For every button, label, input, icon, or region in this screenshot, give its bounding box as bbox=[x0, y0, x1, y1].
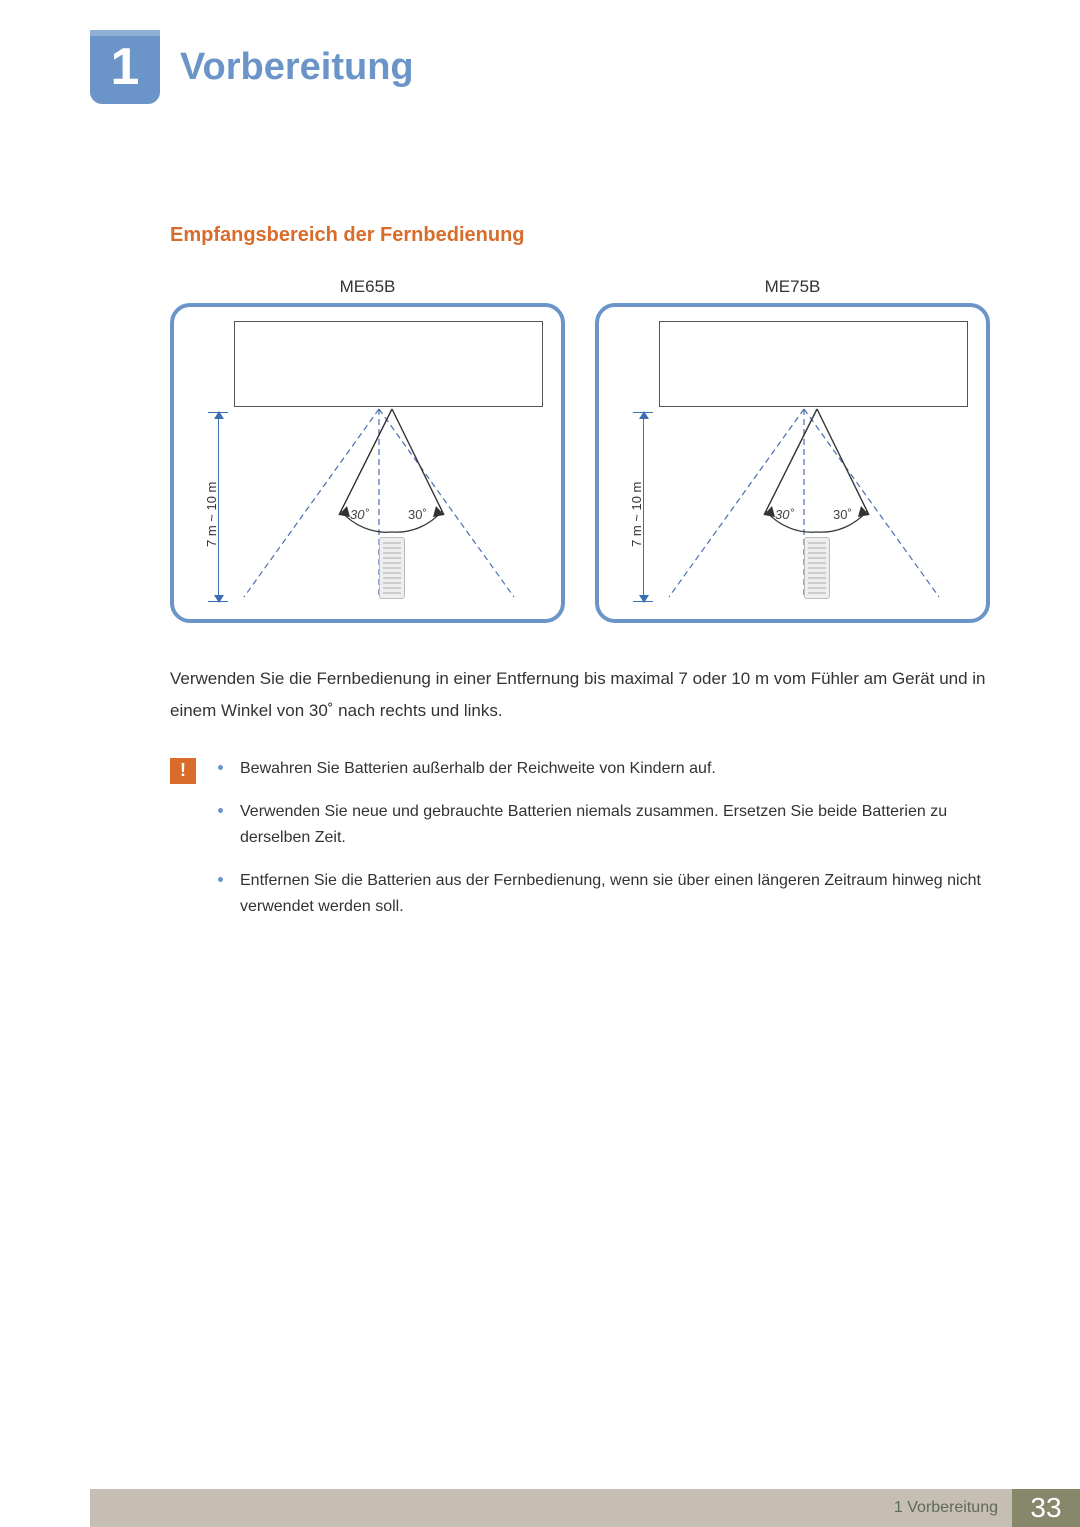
body-paragraph: Verwenden Sie die Fernbedienung in einer… bbox=[170, 663, 990, 728]
beam-lines-icon bbox=[599, 307, 986, 619]
angle-left-label: 30˚ bbox=[350, 507, 369, 522]
remote-icon bbox=[804, 537, 830, 599]
chapter-title: Vorbereitung bbox=[180, 46, 414, 89]
list-item: Bewahren Sie Batterien außerhalb der Rei… bbox=[218, 756, 990, 782]
diagram-box: 7 m ~ 10 m 30˚ 30˚ bbox=[595, 303, 990, 623]
angle-right-label: 30˚ bbox=[408, 507, 427, 522]
distance-label: 7 m ~ 10 m bbox=[204, 482, 219, 547]
diagram-model-label: ME65B bbox=[170, 277, 565, 297]
tick-icon bbox=[633, 601, 653, 602]
tick-icon bbox=[208, 601, 228, 602]
beam-lines-icon bbox=[174, 307, 561, 619]
note-block: ! Bewahren Sie Batterien außerhalb der R… bbox=[170, 756, 990, 938]
tick-icon bbox=[633, 412, 653, 413]
section-title: Empfangsbereich der Fernbedienung bbox=[170, 224, 990, 247]
diagram-box: 7 m ~ 10 m 30˚ 30˚ bbox=[170, 303, 565, 623]
chapter-header: 1 Vorbereitung bbox=[90, 30, 990, 104]
warning-icon: ! bbox=[170, 758, 196, 784]
page-footer: 1 Vorbereitung 33 bbox=[0, 1489, 1080, 1527]
footer-page-number: 33 bbox=[1012, 1489, 1080, 1527]
diagram-model-label: ME75B bbox=[595, 277, 990, 297]
footer-breadcrumb: 1 Vorbereitung bbox=[90, 1489, 1012, 1527]
list-item: Entfernen Sie die Batterien aus der Fern… bbox=[218, 868, 990, 919]
angle-right-label: 30˚ bbox=[833, 507, 852, 522]
diagram-row: ME65B bbox=[170, 277, 990, 623]
list-item: Verwenden Sie neue und gebrauchte Batter… bbox=[218, 799, 990, 850]
diagram-left: ME65B bbox=[170, 277, 565, 623]
note-list: Bewahren Sie Batterien außerhalb der Rei… bbox=[218, 756, 990, 938]
angle-left-label: 30˚ bbox=[775, 507, 794, 522]
remote-icon bbox=[379, 537, 405, 599]
chapter-number-badge: 1 bbox=[90, 30, 160, 104]
diagram-right: ME75B bbox=[595, 277, 990, 623]
distance-label: 7 m ~ 10 m bbox=[629, 482, 644, 547]
tick-icon bbox=[208, 412, 228, 413]
